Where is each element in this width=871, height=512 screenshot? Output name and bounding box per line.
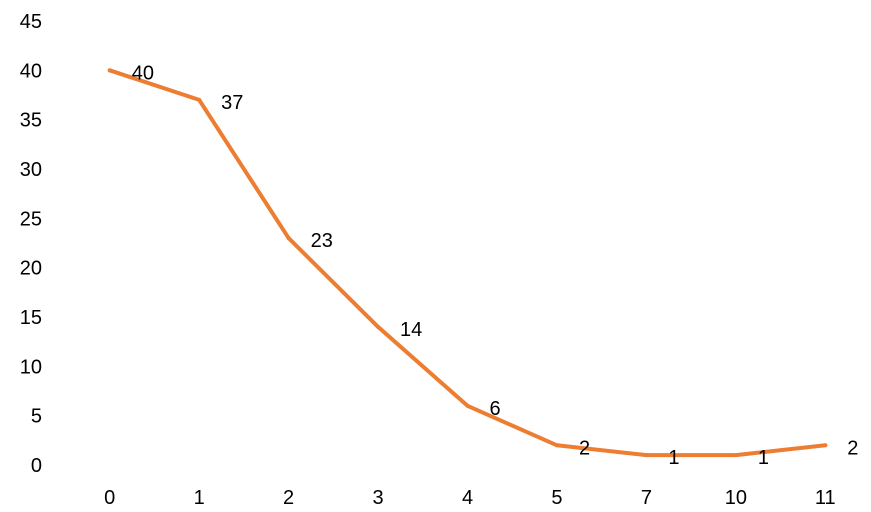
data-label: 2 [579, 437, 590, 459]
y-tick-label: 10 [20, 356, 42, 378]
data-label: 40 [132, 62, 154, 84]
data-point [376, 324, 381, 329]
data-label: 23 [311, 230, 333, 252]
data-label: 37 [221, 92, 243, 114]
data-point [554, 443, 559, 448]
data-label: 1 [668, 447, 679, 469]
data-label: 1 [758, 447, 769, 469]
x-axis-tick-labels: 0 1 2 3 4 5 7 10 11 [104, 487, 836, 509]
x-tick-label: 5 [551, 487, 562, 509]
data-point [823, 443, 828, 448]
y-tick-label: 20 [20, 258, 42, 280]
y-tick-label: 15 [20, 307, 42, 329]
x-tick-label: 10 [725, 487, 747, 509]
x-tick-label: 4 [462, 487, 473, 509]
x-tick-label: 3 [372, 487, 383, 509]
series-lines [107, 68, 828, 458]
data-label: 6 [490, 398, 501, 420]
data-point [733, 453, 738, 458]
x-tick-label: 2 [283, 487, 294, 509]
data-point [197, 97, 202, 102]
y-tick-label: 40 [20, 60, 42, 82]
data-label: 14 [400, 319, 422, 341]
y-tick-label: 45 [20, 11, 42, 33]
y-tick-label: 0 [31, 455, 42, 477]
data-point [465, 403, 470, 408]
data-point [644, 453, 649, 458]
data-point [107, 68, 112, 73]
y-tick-label: 35 [20, 110, 42, 132]
data-label: 2 [847, 437, 858, 459]
data-labels: 40 37 23 14 6 2 1 1 2 [132, 62, 859, 469]
y-tick-label: 25 [20, 208, 42, 230]
x-tick-label: 11 [815, 487, 836, 509]
data-point [286, 236, 291, 241]
y-axis-tick-labels: 0 5 10 15 20 25 30 35 40 45 [20, 11, 42, 477]
y-tick-label: 30 [20, 159, 42, 181]
x-tick-label: 0 [104, 487, 115, 509]
x-tick-label: 7 [641, 487, 652, 509]
series-line [107, 68, 828, 458]
y-tick-label: 5 [31, 406, 42, 428]
x-tick-label: 1 [194, 487, 205, 509]
